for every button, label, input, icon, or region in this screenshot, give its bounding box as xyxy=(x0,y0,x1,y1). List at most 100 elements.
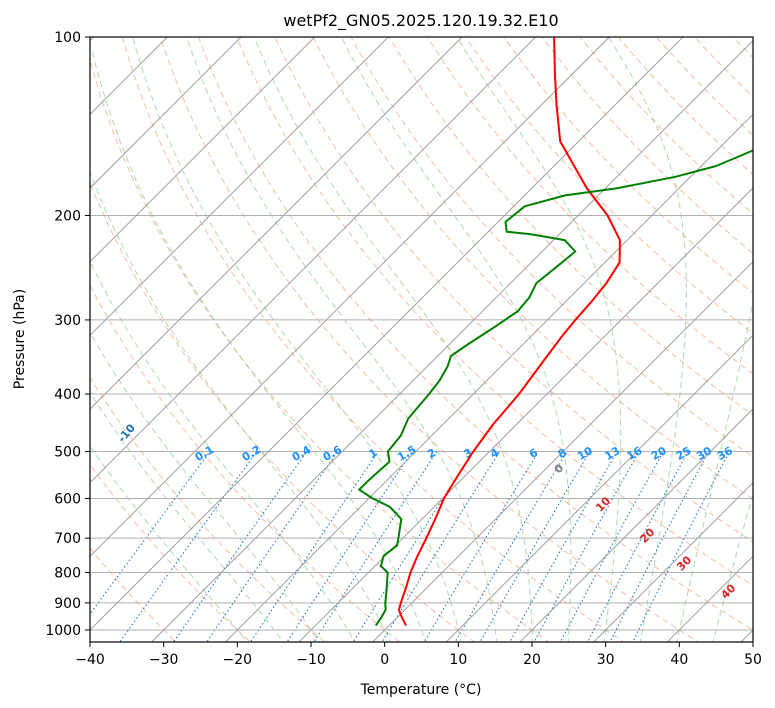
moist-adiabat-line xyxy=(341,37,572,642)
moist-adiabat-line xyxy=(90,260,356,642)
moist-adiabat-line xyxy=(91,49,427,642)
mixing-ratio-label: 36 xyxy=(715,444,735,463)
mixing-ratio-label: 25 xyxy=(674,444,694,463)
isotherm-line xyxy=(666,555,753,642)
isotherm-line xyxy=(592,481,753,642)
mixing-ratio-label: 10 xyxy=(575,444,595,463)
mixing-ratio-line xyxy=(381,451,501,642)
mixing-ratio-line xyxy=(454,451,568,642)
moist-adiabat-label: 30 xyxy=(674,553,694,573)
isotherm-line xyxy=(740,629,753,642)
dry-adiabat-line xyxy=(90,284,401,642)
y-tick-label: 1000 xyxy=(45,623,81,639)
mixing-ratio-label: 1 xyxy=(367,446,380,461)
dry-adiabat-line xyxy=(312,37,753,500)
dry-adiabat-line xyxy=(121,37,625,642)
mixing-ratio-line xyxy=(249,451,379,642)
moist-adiabat-line xyxy=(132,37,462,642)
mixing-ratio-line xyxy=(423,451,539,642)
dry-adiabat-line xyxy=(388,37,753,416)
mixing-ratio-label: 0.6 xyxy=(321,443,345,464)
isotherm-line xyxy=(371,260,753,642)
y-tick-label: 500 xyxy=(54,444,81,460)
dry-adiabat-line xyxy=(90,547,177,642)
x-axis: −40 −30 −20 −10 0 10 20 30 40 50 xyxy=(75,642,762,668)
dry-adiabat-line xyxy=(90,181,476,642)
dry-adiabat-line xyxy=(655,37,753,137)
isotherm-line xyxy=(90,37,316,263)
y-tick-label: 800 xyxy=(54,566,81,582)
dry-adiabat-line xyxy=(274,37,753,543)
background-lines xyxy=(90,24,775,655)
x-tick-label: 20 xyxy=(523,652,541,668)
temperature-profile-line xyxy=(397,37,621,627)
dry-adiabat-line xyxy=(90,376,326,642)
x-tick-label: 40 xyxy=(670,652,688,668)
background-line-labels: 0.10.20.40.611.52346810131620253036-100-… xyxy=(115,421,738,601)
y-axis-title: Pressure (hPa) xyxy=(12,289,28,389)
dry-adiabat-line xyxy=(503,37,753,294)
dry-adiabat-line xyxy=(159,37,700,642)
isotherm-line xyxy=(224,113,753,642)
dry-adiabat-line xyxy=(693,37,753,98)
x-tick-label: −10 xyxy=(296,652,326,668)
x-tick-label: 10 xyxy=(449,652,467,668)
y-axis: 100 200 300 400 500 600 700 800 900 1000 xyxy=(45,30,90,639)
chart-title: wetPf2_GN05.2025.120.19.32.E10 xyxy=(283,11,558,31)
mixing-ratio-line xyxy=(90,451,211,616)
dewpoint-profile-line xyxy=(358,149,753,627)
mixing-ratio-label: 6 xyxy=(527,446,540,461)
y-tick-label: 300 xyxy=(54,313,81,329)
moist-adiabat-line xyxy=(90,445,248,642)
mixing-ratio-label: 1.5 xyxy=(395,443,418,464)
moist-adiabat-label: 40 xyxy=(718,581,738,601)
moist-adiabat-line xyxy=(186,37,498,642)
isotherm-line xyxy=(519,408,753,642)
x-tick-label: 0 xyxy=(380,652,389,668)
x-tick-label: −40 xyxy=(75,652,105,668)
moist-adiabat-line xyxy=(456,37,622,642)
mixing-ratio-label: 30 xyxy=(694,444,714,463)
mixing-ratio-label: 13 xyxy=(602,444,622,463)
moist-adiabat-line xyxy=(90,170,391,642)
dry-adiabat-label: -10 xyxy=(115,421,138,445)
y-tick-label: 100 xyxy=(54,30,81,46)
x-tick-label: −30 xyxy=(149,652,179,668)
profile-lines xyxy=(358,37,753,627)
dry-adiabat-line xyxy=(732,37,753,59)
dry-adiabat-line xyxy=(236,37,753,587)
isotherm-line xyxy=(90,37,389,337)
mixing-ratio-label: 20 xyxy=(649,444,669,463)
moist-adiabat-label: 20 xyxy=(637,525,657,545)
y-tick-label: 700 xyxy=(54,531,81,547)
x-tick-label: −20 xyxy=(223,652,253,668)
mixing-ratio-label: 0.1 xyxy=(193,443,216,464)
y-tick-label: 200 xyxy=(54,209,81,225)
moist-adiabat-line xyxy=(253,37,533,642)
y-tick-label: 400 xyxy=(54,387,81,403)
mixing-ratio-line xyxy=(533,451,640,642)
dry-adiabat-line xyxy=(197,37,753,631)
moist-adiabat-label: 10 xyxy=(593,494,613,514)
mixing-ratio-line xyxy=(313,451,438,642)
mixing-ratio-label: 2 xyxy=(425,446,438,461)
y-tick-label: 600 xyxy=(54,491,81,507)
dry-adiabat-line xyxy=(465,37,753,334)
dry-adiabat-line xyxy=(579,37,753,215)
x-axis-title: Temperature (°C) xyxy=(360,682,482,698)
x-tick-label: 50 xyxy=(744,652,762,668)
dry-adiabat-line xyxy=(758,24,775,655)
y-tick-label: 900 xyxy=(54,596,81,612)
moist-adiabat-line xyxy=(90,391,284,642)
isotherm-line xyxy=(90,37,463,410)
moist-adiabat-line xyxy=(608,37,687,642)
mixing-ratio-line xyxy=(632,451,730,642)
isotherm-line xyxy=(90,37,537,484)
x-tick-label: 30 xyxy=(597,652,615,668)
dry-adiabat-line xyxy=(90,463,252,642)
mixing-ratio-line xyxy=(286,451,413,642)
isotherm-line xyxy=(298,187,753,642)
dry-adiabat-line xyxy=(426,37,753,375)
isotherm-line xyxy=(90,37,684,631)
